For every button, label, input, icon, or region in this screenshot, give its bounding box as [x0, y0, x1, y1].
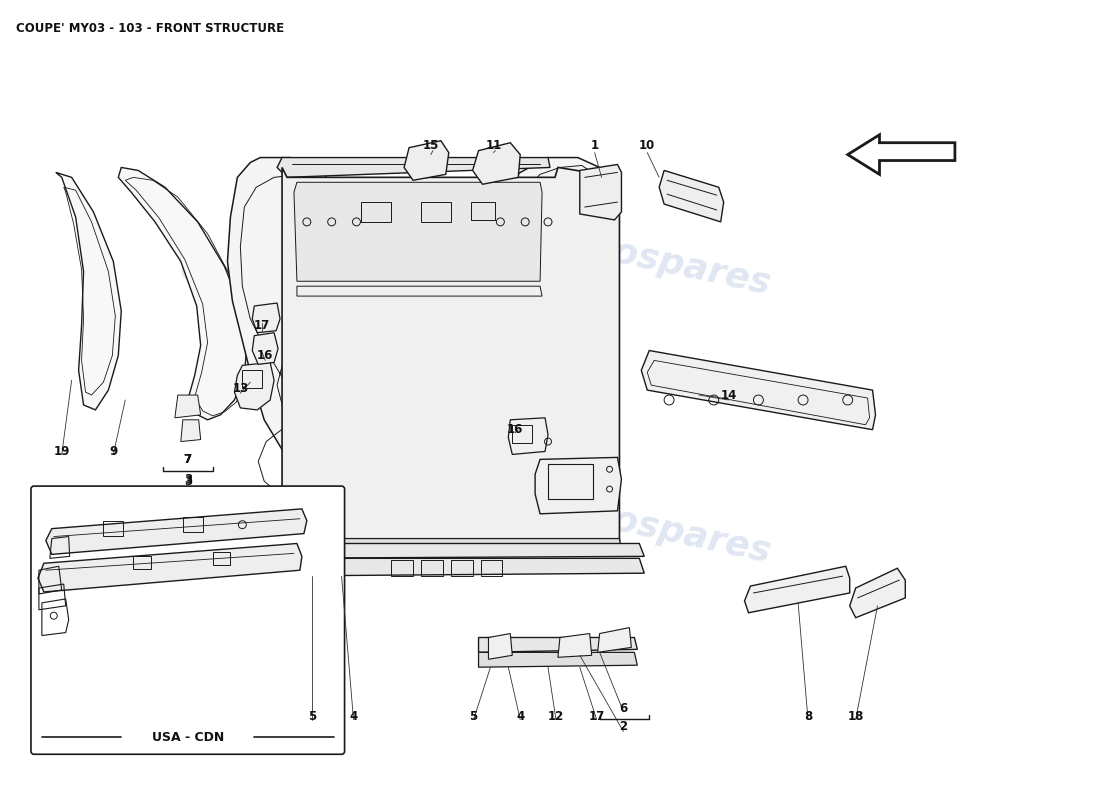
- Polygon shape: [404, 141, 449, 180]
- Polygon shape: [849, 568, 905, 618]
- Polygon shape: [290, 556, 320, 588]
- Bar: [392, 560, 412, 576]
- Polygon shape: [234, 362, 274, 410]
- Polygon shape: [252, 303, 280, 333]
- Bar: [212, 552, 230, 566]
- Polygon shape: [119, 167, 248, 420]
- Polygon shape: [478, 638, 637, 652]
- Polygon shape: [277, 158, 550, 178]
- Polygon shape: [46, 509, 307, 554]
- Text: 15: 15: [422, 139, 439, 152]
- Polygon shape: [261, 543, 645, 558]
- Bar: [513, 425, 532, 442]
- Text: 13: 13: [232, 382, 249, 394]
- Text: eurospares: eurospares: [543, 488, 774, 569]
- Text: USA - CDN: USA - CDN: [152, 731, 224, 744]
- Text: 3: 3: [184, 474, 191, 488]
- Bar: [362, 202, 392, 222]
- Polygon shape: [558, 634, 592, 658]
- Polygon shape: [318, 556, 343, 586]
- Bar: [421, 560, 443, 576]
- Polygon shape: [56, 172, 121, 410]
- Text: 2: 2: [619, 720, 627, 733]
- Polygon shape: [488, 634, 513, 659]
- Bar: [451, 560, 473, 576]
- Polygon shape: [580, 165, 622, 220]
- Polygon shape: [261, 558, 645, 576]
- Bar: [183, 517, 202, 532]
- Bar: [242, 370, 262, 388]
- Bar: [103, 521, 123, 535]
- Polygon shape: [252, 333, 278, 364]
- Polygon shape: [745, 566, 849, 613]
- Text: 12: 12: [548, 710, 564, 723]
- Polygon shape: [508, 418, 548, 454]
- Text: 9: 9: [109, 445, 118, 458]
- Text: 5: 5: [308, 710, 316, 723]
- Polygon shape: [294, 182, 542, 282]
- Polygon shape: [473, 142, 520, 184]
- Polygon shape: [271, 556, 294, 590]
- Polygon shape: [180, 420, 200, 442]
- Polygon shape: [478, 652, 637, 667]
- Text: 11: 11: [485, 139, 502, 152]
- Text: eurospares: eurospares: [543, 221, 774, 302]
- Text: 4: 4: [350, 710, 358, 723]
- Text: 10: 10: [639, 139, 656, 152]
- FancyBboxPatch shape: [31, 486, 344, 754]
- Text: 16: 16: [257, 349, 274, 362]
- Text: 7: 7: [184, 453, 191, 466]
- Text: 6: 6: [619, 702, 628, 715]
- Text: 5: 5: [470, 710, 477, 723]
- Bar: [471, 202, 495, 220]
- Text: 17: 17: [588, 710, 605, 723]
- Text: 17: 17: [254, 319, 271, 332]
- Polygon shape: [535, 458, 622, 514]
- Text: COUPE' MY03 - 103 - FRONT STRUCTURE: COUPE' MY03 - 103 - FRONT STRUCTURE: [16, 22, 284, 35]
- Polygon shape: [597, 628, 631, 652]
- Text: 18: 18: [847, 710, 864, 723]
- Polygon shape: [287, 538, 622, 556]
- Text: 7: 7: [184, 453, 191, 466]
- Bar: [133, 556, 151, 570]
- Text: 14: 14: [720, 389, 737, 402]
- Text: 4: 4: [516, 710, 525, 723]
- Bar: [421, 202, 451, 222]
- Text: eurospares: eurospares: [177, 250, 407, 331]
- Polygon shape: [848, 134, 955, 174]
- Polygon shape: [37, 543, 301, 592]
- Polygon shape: [282, 167, 619, 554]
- Text: 19: 19: [54, 445, 70, 458]
- Text: 3: 3: [184, 473, 191, 486]
- Text: 8: 8: [804, 710, 812, 723]
- Text: 1: 1: [591, 139, 598, 152]
- Polygon shape: [228, 158, 346, 563]
- Bar: [481, 560, 503, 576]
- Polygon shape: [659, 170, 724, 222]
- Text: 16: 16: [507, 423, 524, 436]
- Polygon shape: [491, 158, 617, 546]
- Polygon shape: [175, 395, 200, 418]
- Bar: [548, 464, 593, 499]
- Polygon shape: [641, 350, 876, 430]
